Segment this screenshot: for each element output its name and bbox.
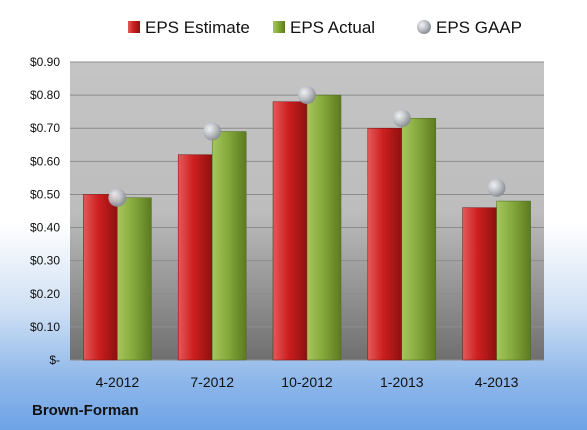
x-tick-label: 7-2012 <box>190 374 234 390</box>
bar-eps-actual <box>306 94 342 361</box>
y-tick-label: $0.70 <box>30 121 60 135</box>
y-tick-label: $0.80 <box>30 88 60 102</box>
bar-eps-estimate <box>462 207 497 361</box>
marker-eps-gaap <box>108 188 127 207</box>
marker-eps-gaap <box>298 86 316 105</box>
legend: EPS Estimate EPS Actual EPS GAAP <box>128 18 522 37</box>
bar-eps-actual <box>117 197 152 361</box>
y-tick-label: $- <box>49 353 60 367</box>
y-tick-label: $0.10 <box>30 320 60 334</box>
y-tick-label: $0.90 <box>30 55 60 69</box>
x-tick-label: 1-2013 <box>380 374 424 390</box>
bar-eps-estimate <box>272 101 308 361</box>
bar-eps-actual <box>211 131 247 361</box>
x-tick-label: 4-2013 <box>475 374 519 390</box>
bar-eps-estimate <box>367 127 403 361</box>
bar-eps-estimate <box>177 154 213 361</box>
legend-label-eps-estimate: EPS Estimate <box>145 18 250 37</box>
marker-eps-gaap <box>203 122 222 141</box>
bars <box>83 94 531 361</box>
bar-eps-actual <box>496 200 531 361</box>
legend-swatch-eps-actual <box>273 21 285 33</box>
y-axis-ticks: $- $0.10 $0.20 $0.30 $0.40 $0.50 $0.60 $0.70 $0.… <box>30 55 60 367</box>
y-tick-label: $0.50 <box>30 187 60 201</box>
legend-swatch-eps-gaap <box>417 20 431 34</box>
y-tick-label: $0.40 <box>30 221 60 235</box>
x-axis-ticks: 4-2012 7-2012 10-2012 1-2013 4-2013 <box>96 374 519 390</box>
x-tick-label: 4-2012 <box>96 374 140 390</box>
bar-eps-estimate <box>83 194 118 361</box>
y-tick-label: $0.20 <box>30 287 60 301</box>
legend-label-eps-gaap: EPS GAAP <box>436 18 522 37</box>
x-tick-label: 10-2012 <box>281 374 333 390</box>
y-tick-label: $0.30 <box>30 254 60 268</box>
y-tick-label: $0.60 <box>30 154 60 168</box>
legend-swatch-eps-estimate <box>128 21 140 33</box>
legend-label-eps-actual: EPS Actual <box>290 18 375 37</box>
marker-eps-gaap <box>487 178 506 197</box>
company-label: Brown-Forman <box>32 402 139 419</box>
gaap-markers <box>108 86 506 207</box>
marker-eps-gaap <box>392 109 411 128</box>
bar-eps-actual <box>401 118 437 361</box>
